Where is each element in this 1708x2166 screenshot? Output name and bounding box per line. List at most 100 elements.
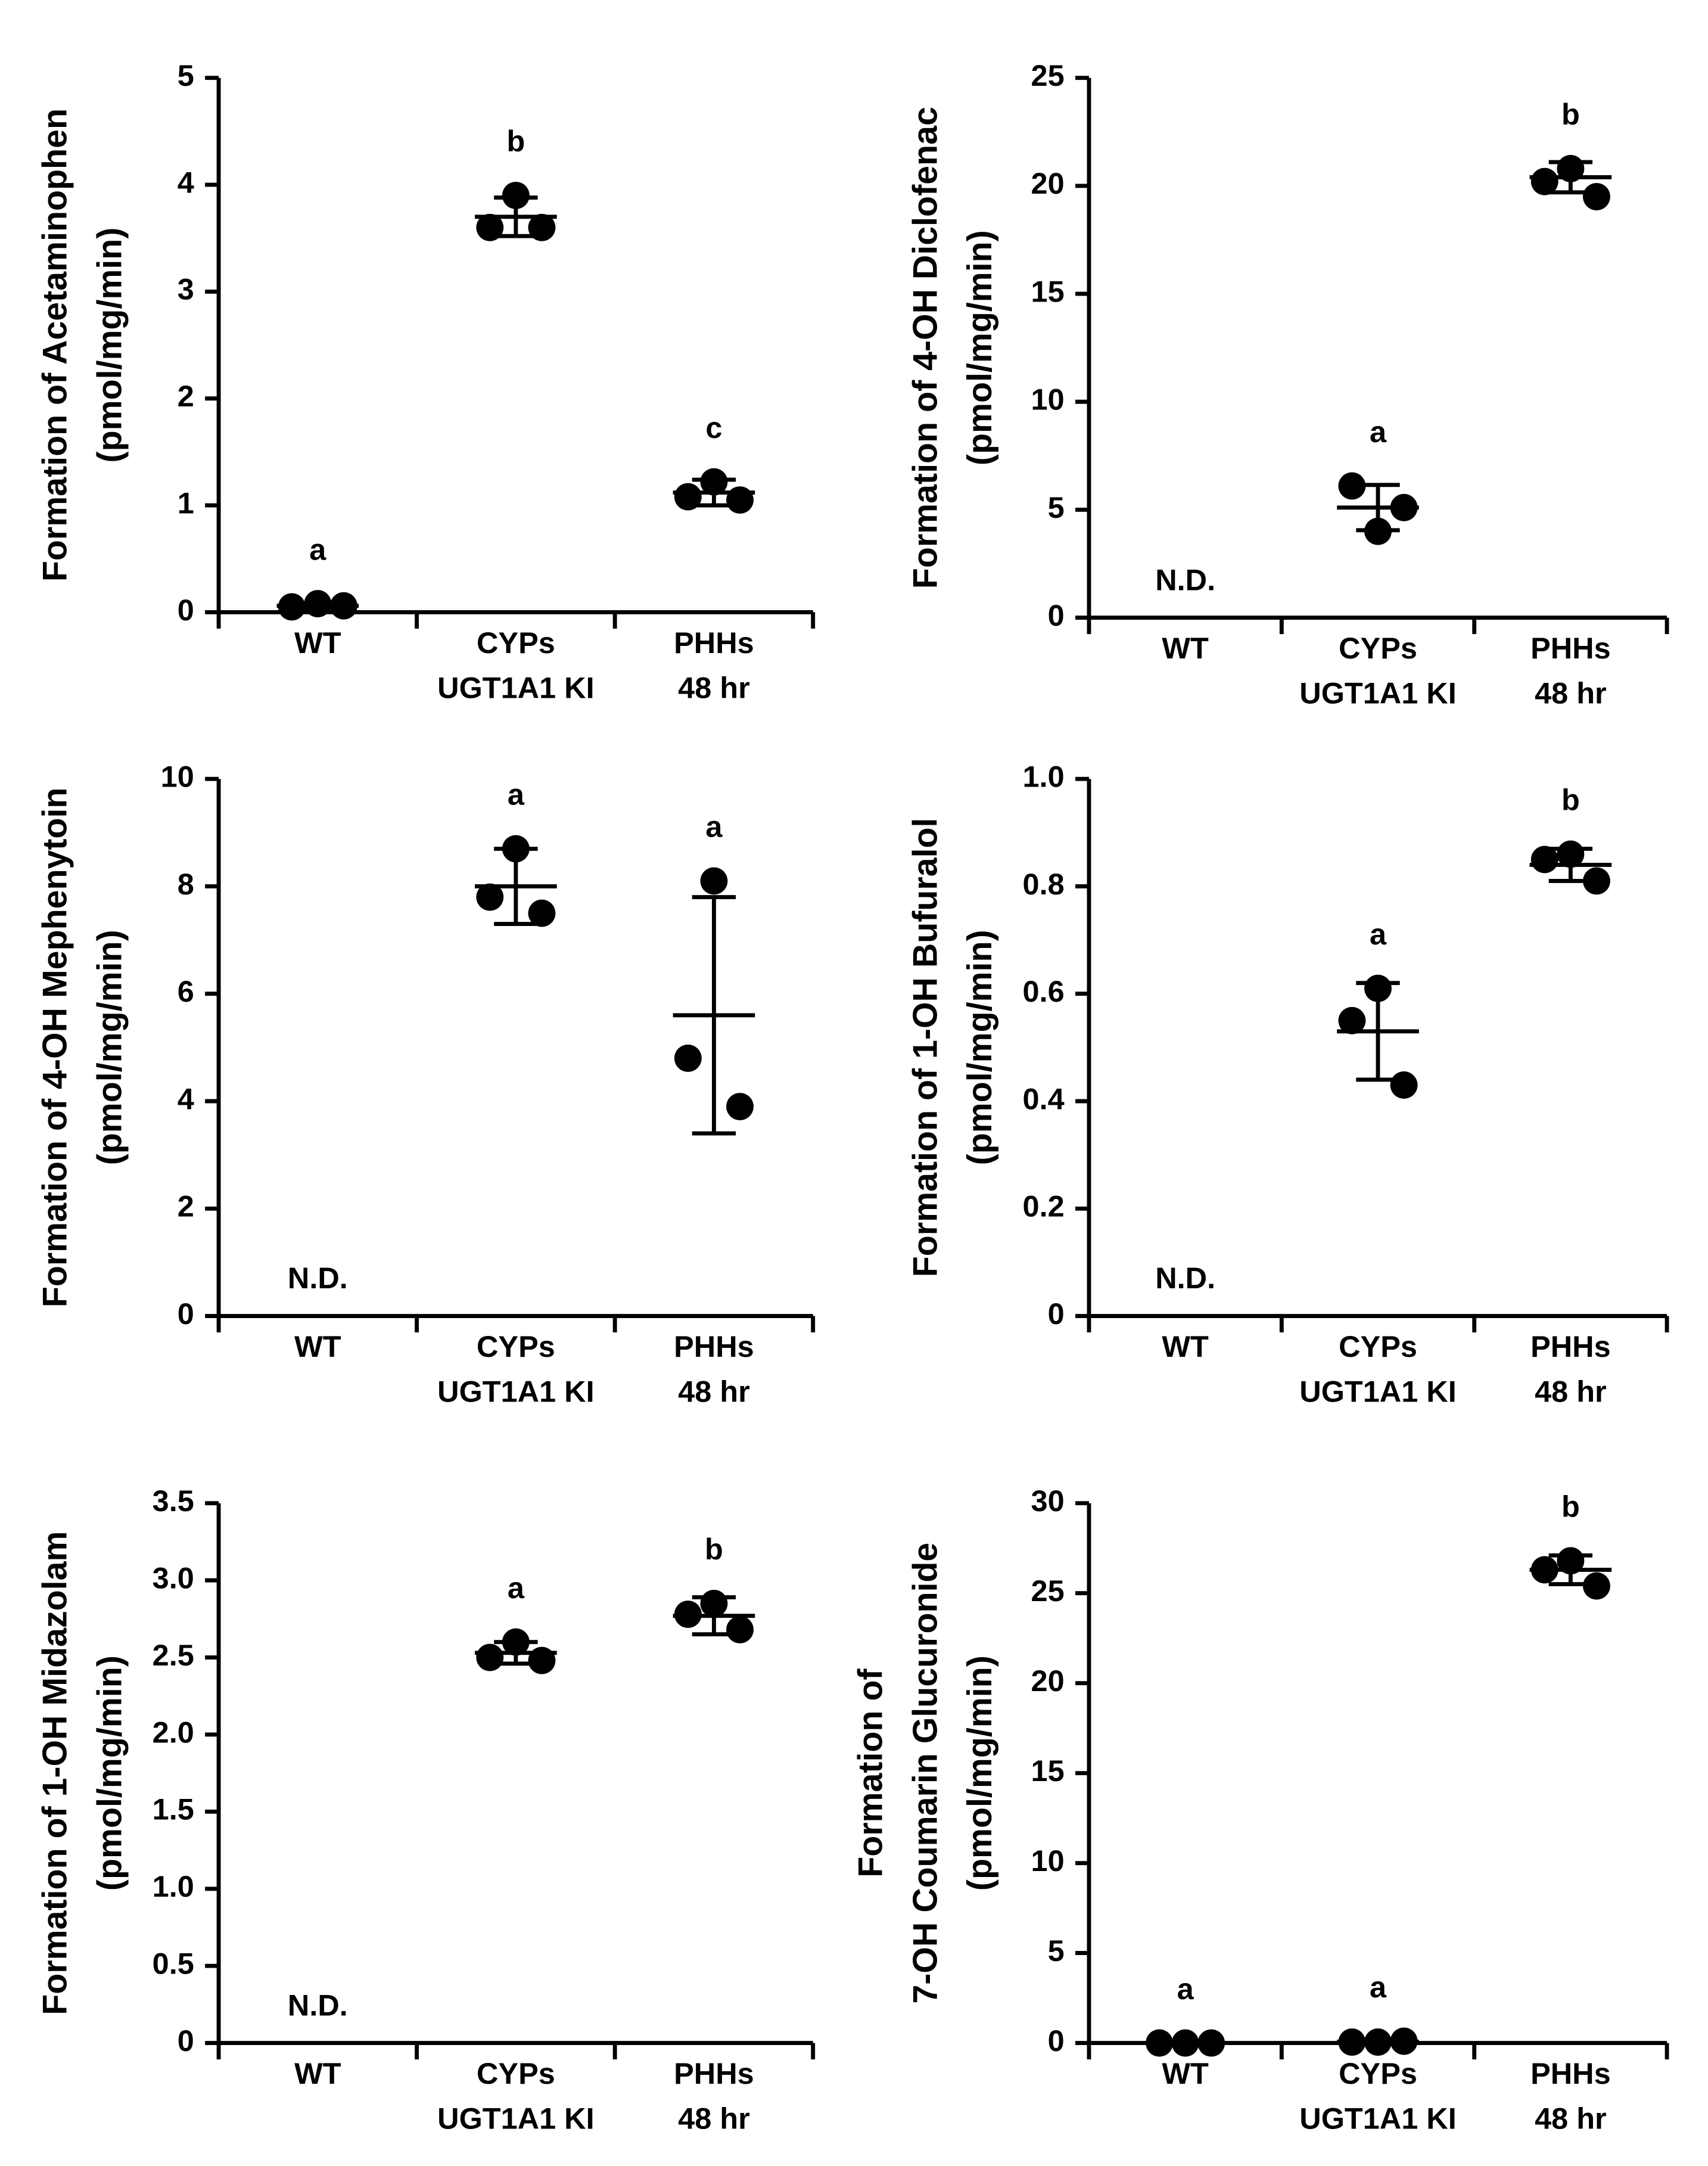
panel: 0 5 10 15 20 25 Formation of 4-OH Diclofenac (p… (906, 58, 1669, 710)
y-axis-label: (pmol/mg/min) (91, 228, 129, 463)
y-tick-label: 8 (178, 867, 194, 901)
y-axis-label: (pmol/mg/min) (961, 930, 999, 1165)
y-axis-label: Formation of Acetaminophen (36, 108, 74, 582)
x-tick-label: UGT1A1 KI (1299, 2102, 1456, 2136)
x-tick-label: 48 hr (678, 1375, 750, 1409)
significance-letter: b (1561, 1490, 1580, 1524)
y-tick-label: 0.6 (1023, 974, 1065, 1008)
data-point (1338, 1006, 1366, 1034)
data-point (502, 182, 530, 209)
y-axis-label: Formation of 4-OH Diclofenac (906, 107, 944, 589)
y-tick-label: 4 (178, 165, 194, 199)
x-tick-label: WT (294, 626, 341, 660)
y-tick-label: 5 (1048, 1934, 1065, 1968)
y-tick-label: 2 (178, 1189, 194, 1223)
y-tick-label: 2 (178, 379, 194, 413)
data-point (1583, 1572, 1610, 1600)
y-tick-label: 1.5 (153, 1792, 194, 1826)
x-tick-label: WT (294, 1329, 341, 1363)
data-point (476, 1643, 504, 1671)
panel: 0 1 2 3 4 5 Formation of Acetaminophen (pmol/mg… (36, 58, 816, 704)
y-tick-label: 0.8 (1023, 867, 1065, 901)
x-tick-label: CYPs (477, 626, 555, 660)
data-point (700, 867, 728, 895)
y-axis-label: (pmol/mg/min) (961, 230, 999, 465)
significance-letter: a (705, 810, 723, 844)
y-tick-label: 20 (1031, 166, 1065, 200)
annotation: N.D. (1155, 1261, 1215, 1295)
annotation: N.D. (1155, 563, 1215, 596)
data-point (1390, 1071, 1418, 1099)
significance-letter: b (1561, 97, 1580, 131)
y-tick-label: 0 (1048, 598, 1065, 632)
significance-letter: c (705, 411, 722, 445)
panel: 0 0.5 1.0 1.5 2.0 2.5 3.0 3.5 Formation of 1-OH … (36, 1484, 816, 2136)
x-tick-label: 48 hr (1535, 1375, 1607, 1409)
y-axis-label: 7-OH Coumarin Glucuronide (906, 1543, 944, 2004)
x-tick-label: WT (1162, 631, 1209, 665)
data-point (1583, 183, 1610, 210)
x-tick-label: 48 hr (678, 670, 750, 704)
y-tick-label: 10 (161, 760, 194, 794)
y-tick-label: 6 (178, 974, 194, 1008)
y-tick-label: 0.2 (1023, 1189, 1065, 1223)
y-tick-label: 10 (1031, 1844, 1065, 1878)
x-tick-label: 48 hr (1535, 676, 1607, 710)
x-tick-label: UGT1A1 KI (1299, 1375, 1456, 1409)
x-tick-label: UGT1A1 KI (437, 2102, 594, 2136)
y-axis-label: (pmol/mg/min) (961, 1655, 999, 1891)
significance-letter: a (1370, 1970, 1387, 2004)
significance-letter: b (705, 1532, 723, 1566)
y-tick-label: 0 (178, 2024, 194, 2058)
y-tick-label: 1.0 (153, 1869, 194, 1903)
y-tick-label: 3.0 (153, 1561, 194, 1595)
y-tick-label: 3 (178, 272, 194, 306)
y-tick-label: 5 (178, 58, 194, 92)
x-tick-label: CYPs (1339, 631, 1417, 665)
x-tick-label: PHHs (674, 626, 754, 660)
data-point (674, 1044, 702, 1072)
significance-letter: a (1370, 917, 1387, 951)
y-tick-label: 2.5 (153, 1638, 194, 1672)
y-axis-label: Formation of 1-OH Bufuralol (906, 818, 944, 1278)
y-axis-label: Formation of 4-OH Mephenytoin (36, 788, 74, 1308)
y-tick-label: 0 (178, 1297, 194, 1331)
x-tick-label: 48 hr (1535, 2102, 1607, 2136)
y-axis-label: Formation of 1-OH Midazolam (36, 1531, 74, 2015)
data-point (1338, 472, 1366, 500)
y-tick-label: 0 (1048, 2024, 1065, 2058)
x-tick-label: PHHs (1530, 1329, 1611, 1363)
x-tick-label: CYPs (477, 2056, 555, 2090)
y-axis-label: Formation of (852, 1668, 890, 1878)
y-tick-label: 20 (1031, 1664, 1065, 1698)
significance-letter: b (1561, 783, 1580, 817)
y-tick-label: 10 (1031, 383, 1065, 417)
panel: 0 5 10 15 20 25 30 Formation of 7-OH Coumarin Gl… (852, 1484, 1669, 2136)
y-axis-label: (pmol/mg/min) (91, 1655, 129, 1891)
significance-letter: a (1370, 415, 1387, 449)
x-tick-label: PHHs (1530, 2056, 1611, 2090)
annotation: N.D. (288, 1988, 348, 2022)
significance-letter: a (309, 532, 326, 566)
data-point (476, 883, 504, 911)
x-tick-label: WT (1162, 2056, 1209, 2090)
y-tick-label: 25 (1031, 58, 1065, 92)
x-tick-label: PHHs (674, 1329, 754, 1363)
y-tick-label: 0 (178, 593, 194, 627)
data-point (1583, 867, 1610, 895)
significance-letter: a (508, 1571, 525, 1605)
x-tick-label: CYPs (1339, 1329, 1417, 1363)
y-tick-label: 4 (178, 1082, 194, 1115)
x-tick-label: 48 hr (678, 2102, 750, 2136)
y-tick-label: 0.5 (153, 1947, 194, 1981)
y-tick-label: 0 (1048, 1297, 1065, 1331)
y-tick-label: 15 (1031, 274, 1065, 308)
y-axis-label: (pmol/mg/min) (91, 930, 129, 1165)
data-point (1530, 167, 1558, 195)
significance-letter: a (1177, 1972, 1194, 2006)
x-tick-label: UGT1A1 KI (437, 670, 594, 704)
y-tick-label: 0.4 (1023, 1082, 1065, 1115)
x-tick-label: UGT1A1 KI (1299, 676, 1456, 710)
x-tick-label: UGT1A1 KI (437, 1375, 594, 1409)
